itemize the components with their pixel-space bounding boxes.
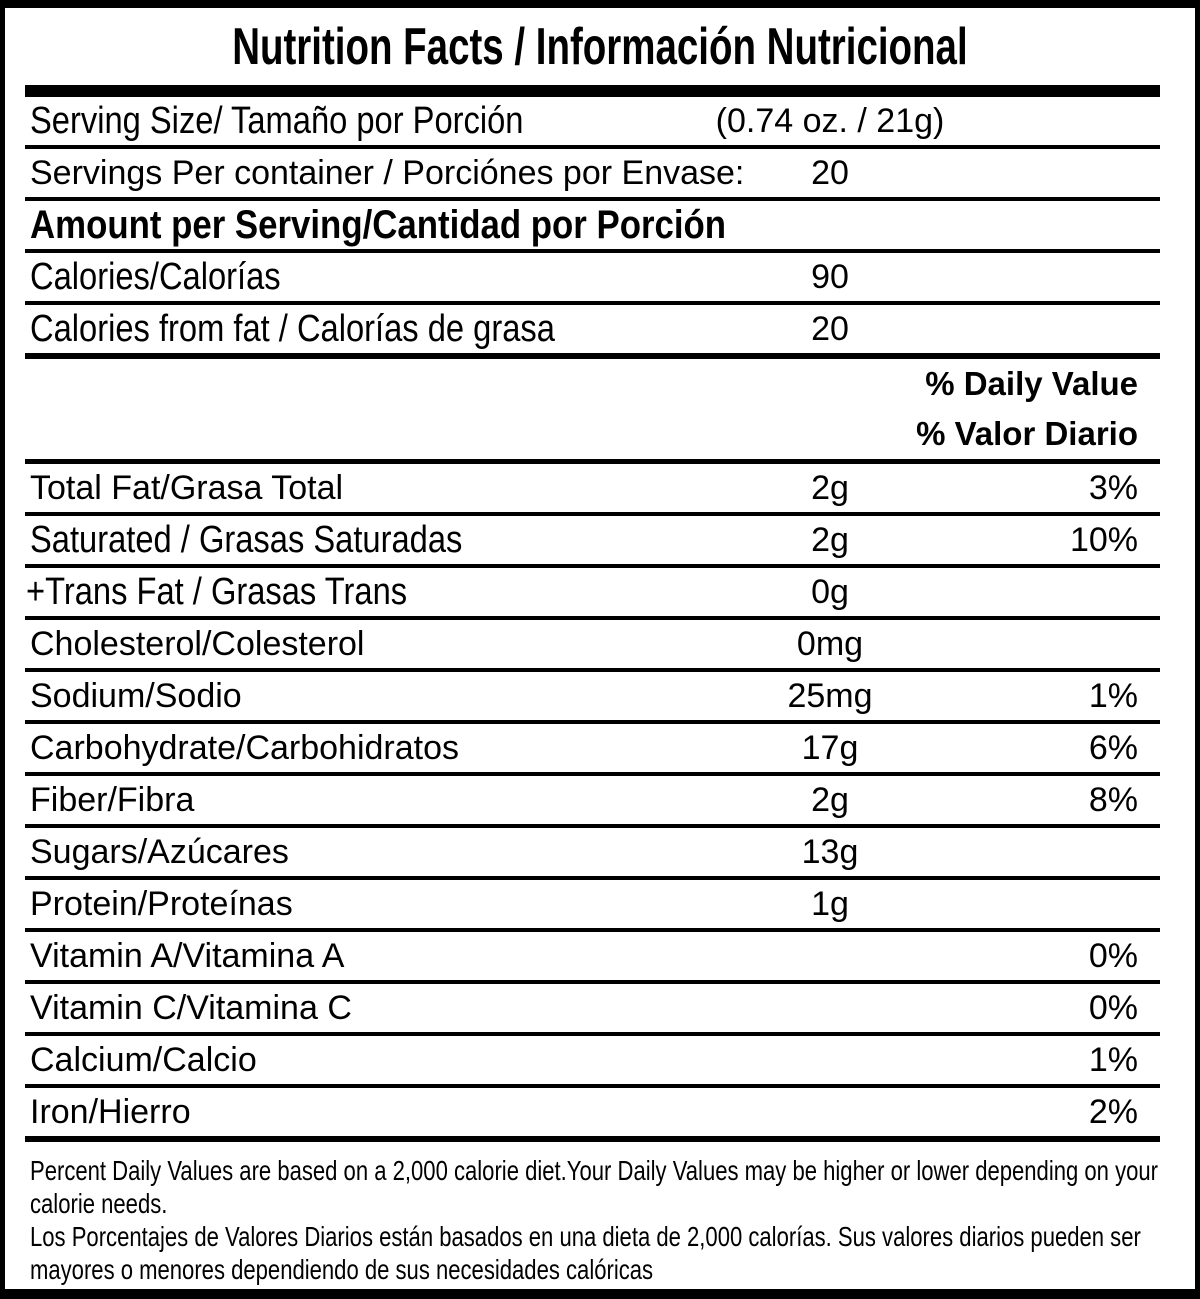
nutrient-row-sugars: Sugars/Azúcares 13g	[25, 828, 1160, 880]
daily-value-header-en: % Daily Value	[925, 365, 1138, 402]
nutrient-amount: 13g	[801, 832, 859, 871]
nutrient-label: Vitamin C/Vitamina C	[30, 988, 352, 1027]
nutrient-dv: 0%	[1088, 988, 1138, 1027]
amount-per-serving-header-cell: Amount per Serving/Cantidad por Porción	[25, 203, 726, 248]
title-bar: Nutrition Facts / Información Nutriciona…	[5, 8, 1195, 85]
page-title: Nutrition Facts / Información Nutriciona…	[232, 17, 968, 76]
nutrient-label: +Trans Fat / Grasas Trans	[26, 570, 408, 613]
nutrient-amount: 0g	[811, 572, 849, 611]
nutrient-amount: 17g	[801, 728, 859, 767]
header-divider-bar	[25, 85, 1160, 97]
nutrient-dv: 8%	[1088, 780, 1138, 819]
nutrient-dv: 6%	[1088, 728, 1138, 767]
nutrient-amount: 2g	[811, 468, 849, 507]
nutrient-label: Sugars/Azúcares	[30, 832, 289, 871]
nutrient-dv: 3%	[1088, 468, 1138, 507]
footnote-text: Percent Daily Values are based on a 2,00…	[30, 1154, 1165, 1286]
calories-from-fat-label-cell: Calories from fat / Calorías de grasa	[25, 308, 680, 351]
nutrient-label: Calcium/Calcio	[30, 1040, 257, 1079]
calories-from-fat-value: 20	[811, 309, 849, 348]
nutrient-label: Total Fat/Grasa Total	[30, 468, 344, 507]
nutrient-label: Sodium/Sodio	[30, 676, 242, 715]
serving-size-row: Serving Size/ Tamaño por Porción (0.74 o…	[25, 97, 1160, 149]
nutrient-row-saturated-fat: Saturated / Grasas Saturadas 2g 10%	[25, 516, 1160, 568]
nutrient-dv: 1%	[1088, 676, 1138, 715]
label-body: Serving Size/ Tamaño por Porción (0.74 o…	[25, 85, 1160, 1286]
nutrient-row-cholesterol: Cholesterol/Colesterol 0mg	[25, 620, 1160, 672]
nutrient-label: Carbohydrate/Carbohidratos	[30, 728, 460, 767]
nutrient-label: Protein/Proteínas	[30, 884, 293, 923]
nutrient-row-sodium: Sodium/Sodio 25mg 1%	[25, 672, 1160, 724]
nutrient-row-total-fat: Total Fat/Grasa Total 2g 3%	[25, 464, 1160, 516]
nutrient-amount: 25mg	[787, 676, 873, 715]
amount-per-serving-header: Amount per Serving/Cantidad por Porción	[30, 202, 727, 247]
nutrient-label-cell: Saturated / Grasas Saturadas	[25, 519, 680, 562]
calories-from-fat-label: Calories from fat / Calorías de grasa	[30, 307, 555, 350]
nutrient-amount: 0mg	[796, 624, 864, 663]
calories-row: Calories/Calorías 90	[25, 253, 1160, 305]
daily-value-header-block: % Daily Value % Valor Diario	[25, 359, 1160, 464]
serving-size-label-cell: Serving Size/ Tamaño por Porción	[25, 100, 680, 143]
nutrient-label: Vitamin A/Vitamina A	[30, 936, 345, 975]
nutrient-row-vitamin-a: Vitamin A/Vitamina A 0%	[25, 932, 1160, 984]
nutrient-label: Iron/Hierro	[30, 1092, 191, 1131]
nutrient-row-trans-fat: +Trans Fat / Grasas Trans 0g	[25, 568, 1160, 620]
calories-label: Calories/Calorías	[30, 255, 281, 298]
footnote-english: Percent Daily Values are based on a 2,00…	[30, 1155, 1158, 1219]
calories-value: 90	[811, 257, 849, 296]
servings-per-container-row: Servings Per container / Porciónes por E…	[25, 149, 1160, 201]
calories-label-cell: Calories/Calorías	[25, 256, 680, 299]
nutrient-label: Cholesterol/Colesterol	[30, 624, 365, 663]
nutrient-dv: 10%	[1069, 520, 1138, 559]
nutrient-label: Saturated / Grasas Saturadas	[30, 518, 463, 561]
serving-size-value: (0.74 oz. / 21g)	[715, 101, 945, 140]
amount-per-serving-header-row: Amount per Serving/Cantidad por Porción	[25, 201, 1160, 253]
footnote: Percent Daily Values are based on a 2,00…	[25, 1142, 1160, 1286]
serving-size-label: Serving Size/ Tamaño por Porción	[30, 99, 524, 142]
footnote-spanish: Los Porcentajes de Valores Diarios están…	[30, 1221, 1141, 1285]
nutrient-row-carbohydrate: Carbohydrate/Carbohidratos 17g 6%	[25, 724, 1160, 776]
servings-per-container-value: 20	[811, 153, 849, 192]
nutrient-row-protein: Protein/Proteínas 1g	[25, 880, 1160, 932]
nutrient-amount: 2g	[811, 780, 849, 819]
nutrient-row-fiber: Fiber/Fibra 2g 8%	[25, 776, 1160, 828]
nutrient-label-cell: +Trans Fat / Grasas Trans	[25, 571, 680, 614]
nutrient-dv: 2%	[1088, 1092, 1138, 1131]
nutrient-row-calcium: Calcium/Calcio 1%	[25, 1036, 1160, 1088]
daily-value-header-es: % Valor Diario	[916, 415, 1138, 452]
nutrient-row-vitamin-c: Vitamin C/Vitamina C 0%	[25, 984, 1160, 1036]
nutrient-dv: 0%	[1088, 936, 1138, 975]
servings-per-container-label: Servings Per container / Porciónes por E…	[30, 153, 745, 192]
calories-from-fat-row: Calories from fat / Calorías de grasa 20	[25, 305, 1160, 359]
nutrient-amount: 1g	[811, 884, 849, 923]
nutrient-dv: 1%	[1088, 1040, 1138, 1079]
nutrient-amount: 2g	[811, 520, 849, 559]
nutrient-row-iron: Iron/Hierro 2%	[25, 1088, 1160, 1142]
nutrient-label: Fiber/Fibra	[30, 780, 195, 819]
